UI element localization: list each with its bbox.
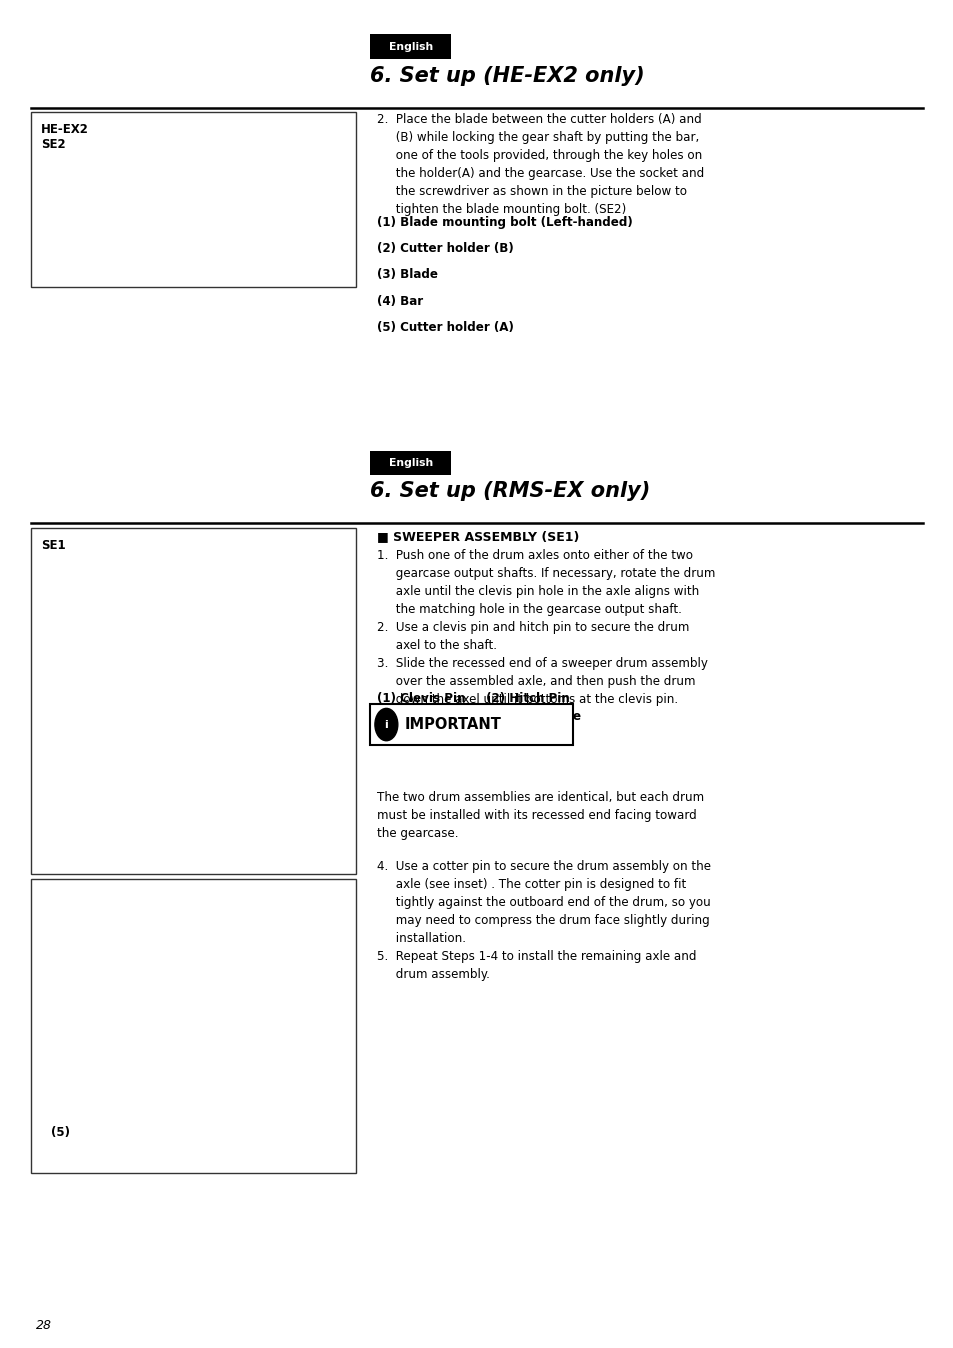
Text: (5) Cutter holder (A): (5) Cutter holder (A) <box>376 321 513 334</box>
Text: 6. Set up (RMS-EX only): 6. Set up (RMS-EX only) <box>370 481 650 501</box>
Text: 2.  Place the blade between the cutter holders (A) and
     (B) while locking th: 2. Place the blade between the cutter ho… <box>376 113 703 216</box>
Text: (3) Blade: (3) Blade <box>376 268 437 282</box>
Text: (5): (5) <box>51 1126 70 1139</box>
Text: 28: 28 <box>36 1318 52 1332</box>
Circle shape <box>375 708 397 741</box>
Text: IMPORTANT: IMPORTANT <box>404 717 501 732</box>
Bar <box>370 704 573 745</box>
Bar <box>31 528 355 874</box>
FancyBboxPatch shape <box>370 450 451 476</box>
Bar <box>31 112 355 287</box>
Text: SE1: SE1 <box>41 539 66 553</box>
Text: (2) Cutter holder (B): (2) Cutter holder (B) <box>376 241 513 255</box>
FancyBboxPatch shape <box>370 34 451 58</box>
Text: The two drum assemblies are identical, but each drum
must be installed with its : The two drum assemblies are identical, b… <box>376 791 703 840</box>
Text: (1) Clevis Pin     (2) Hitch Pin
(3) Cotter Pin     (4) Drum Axle
(5) Drum Assem: (1) Clevis Pin (2) Hitch Pin (3) Cotter … <box>376 692 580 740</box>
Text: i: i <box>384 720 388 729</box>
Text: HE-EX2
SE2: HE-EX2 SE2 <box>41 123 89 151</box>
Text: 4.  Use a cotter pin to secure the drum assembly on the
     axle (see inset) . : 4. Use a cotter pin to secure the drum a… <box>376 860 710 981</box>
Text: English: English <box>388 42 433 51</box>
Bar <box>31 879 355 1173</box>
Text: 1.  Push one of the drum axles onto either of the two
     gearcase output shaft: 1. Push one of the drum axles onto eithe… <box>376 549 715 705</box>
Text: 6. Set up (HE-EX2 only): 6. Set up (HE-EX2 only) <box>370 66 644 86</box>
Text: ■ SWEEPER ASSEMBLY (SE1): ■ SWEEPER ASSEMBLY (SE1) <box>376 530 578 543</box>
Text: English: English <box>388 458 433 468</box>
Text: (4) Bar: (4) Bar <box>376 294 422 307</box>
Text: (1) Blade mounting bolt (Left-handed): (1) Blade mounting bolt (Left-handed) <box>376 216 632 229</box>
